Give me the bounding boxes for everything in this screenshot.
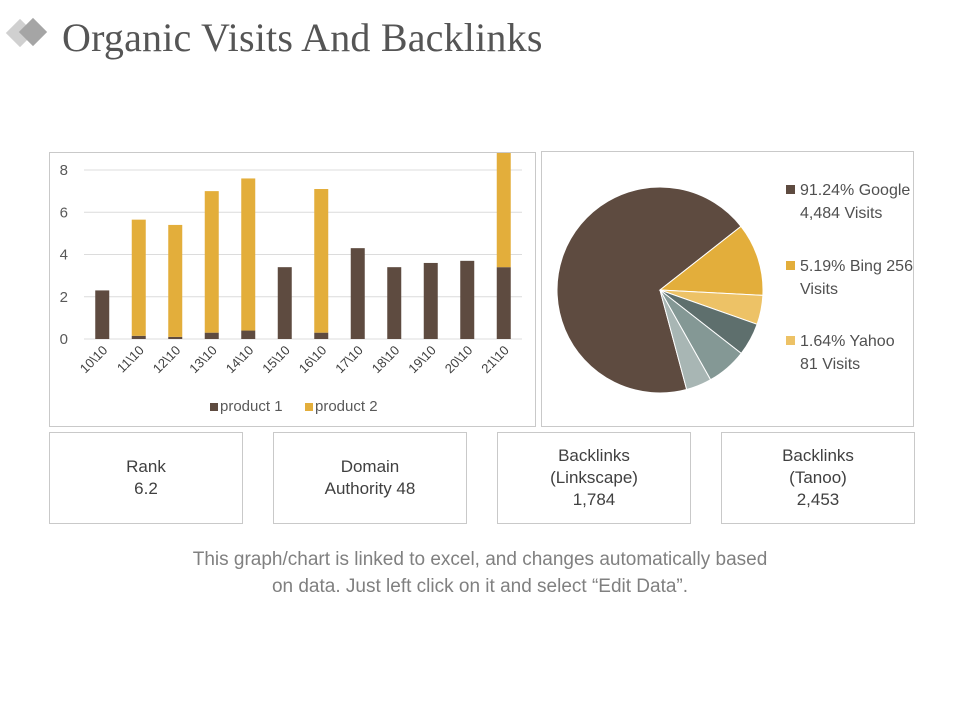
x-tick-label: 14\10	[223, 343, 257, 377]
pie-chart	[556, 186, 764, 394]
pie-legend-yahoo: 1.64% Yahoo 81 Visits	[786, 330, 914, 376]
x-tick-label: 10\10	[77, 343, 111, 377]
backlinks-linkscape-value: 1,784	[572, 490, 616, 509]
backlinks-tanoo-label: Backlinks	[782, 446, 854, 465]
rank-stat-box: Rank 6.2	[49, 432, 243, 524]
domain-authority-label: Domain	[340, 457, 400, 476]
bar-product-1[interactable]	[387, 267, 402, 339]
bar-product-1[interactable]	[277, 267, 292, 339]
page-title: Organic Visits And Backlinks	[62, 15, 543, 60]
footnote-text: This graph/chart is linked to excel, and…	[120, 546, 840, 600]
pie-slice[interactable]	[658, 225, 764, 296]
pie-legend-bing-swatch	[786, 261, 795, 270]
footnote-line-2: on data. Just left click on it and selec…	[271, 576, 689, 597]
bar-product-1[interactable]	[496, 267, 511, 339]
backlinks-tanoo-stat-box: Backlinks (Tanoo) 2,453	[721, 432, 915, 524]
x-tick-label: 16\10	[296, 343, 330, 377]
pie-legend-yahoo-swatch	[786, 336, 795, 345]
legend-swatch	[210, 403, 218, 411]
y-tick-label: 6	[60, 204, 68, 221]
backlinks-tanoo-value: 2,453	[796, 490, 840, 509]
bar-chart: 0 2 4 6 8 10\10 11\10 12\10 13\10 14\10 15\10 16\10…	[60, 144, 522, 415]
bar-chart-panel[interactable]: 0 2 4 6 8 10\10 11\10 12\10 13\10 14\10 15\10 16\10…	[49, 144, 536, 427]
backlinks-linkscape-label: Backlinks	[558, 446, 630, 465]
bar-product-1[interactable]	[314, 332, 329, 339]
y-tick-label: 8	[60, 162, 68, 179]
x-tick-label: 18\10	[369, 343, 403, 377]
diamond-logo-icon	[5, 17, 48, 48]
bar-product-2[interactable]	[131, 219, 146, 336]
pie-legend-yahoo-label: 1.64% Yahoo 81 Visits	[800, 333, 895, 373]
pie-legend-bing: 5.19% Bing 256 Visits	[786, 255, 914, 301]
pie-slice[interactable]	[659, 289, 712, 391]
pie-legend-google: 91.24% Google 4,484 Visits	[786, 179, 914, 225]
x-tick-label: 15\10	[259, 343, 293, 377]
legend-label: product 2	[315, 398, 378, 415]
rank-stat-label: Rank	[126, 457, 166, 476]
pie-legend-google-label: 91.24% Google 4,484 Visits	[800, 182, 911, 222]
backlinks-tanoo-source: (Tanoo)	[789, 468, 847, 487]
bar-product-2[interactable]	[496, 144, 511, 268]
y-tick-label: 2	[60, 289, 68, 306]
pie-legend-google-swatch	[786, 185, 795, 194]
bar-product-1[interactable]	[241, 330, 256, 339]
bar-product-2[interactable]	[204, 191, 219, 333]
y-tick-label: 0	[60, 331, 68, 348]
bar-product-1[interactable]	[95, 290, 110, 339]
pie-slice[interactable]	[556, 186, 742, 394]
bar-product-1[interactable]	[168, 336, 183, 339]
x-tick-label: 19\10	[405, 343, 439, 377]
bar-product-1[interactable]	[350, 248, 365, 339]
bar-product-2[interactable]	[314, 189, 329, 333]
bar-product-2[interactable]	[168, 224, 183, 337]
x-tick-label: 17\10	[332, 343, 366, 377]
domain-authority-value: Authority 48	[324, 479, 416, 498]
bar-product-1[interactable]	[423, 262, 438, 339]
x-tick-label: 11\10	[114, 343, 147, 376]
pie-chart-panel[interactable]	[541, 151, 914, 427]
x-tick-label: 21\10	[478, 343, 512, 377]
backlinks-linkscape-stat-box: Backlinks (Linkscape) 1,784	[497, 432, 691, 524]
x-tick-label: 20\10	[442, 343, 476, 377]
bar-product-1[interactable]	[131, 335, 146, 339]
x-tick-label: 12\10	[150, 343, 184, 377]
domain-authority-stat-box: Domain Authority 48	[273, 432, 467, 524]
y-tick-label: 4	[60, 247, 68, 264]
rank-stat-value: 6.2	[134, 479, 158, 498]
legend-swatch	[305, 403, 313, 411]
footnote-line-1: This graph/chart is linked to excel, and…	[192, 549, 768, 570]
legend-label: product 1	[220, 398, 283, 415]
backlinks-linkscape-source: (Linkscape)	[550, 468, 638, 487]
bar-product-1[interactable]	[204, 332, 219, 339]
x-tick-label: 13\10	[186, 343, 220, 377]
bar-product-2[interactable]	[241, 178, 256, 331]
bar-product-1[interactable]	[460, 260, 475, 339]
pie-legend-bing-label: 5.19% Bing 256 Visits	[800, 258, 913, 298]
